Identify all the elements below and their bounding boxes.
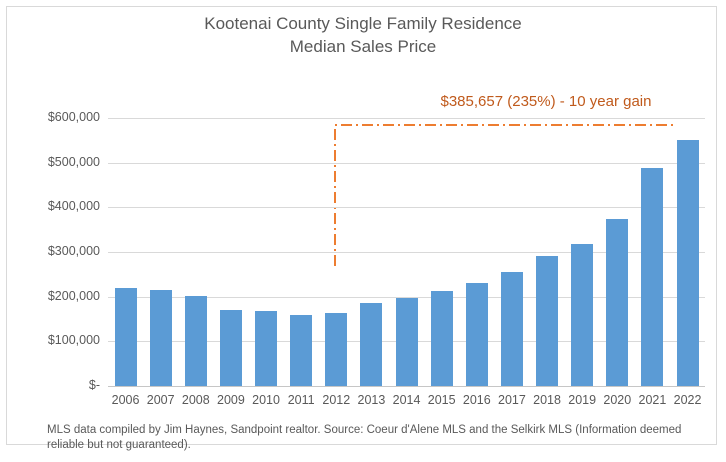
gridline-3	[108, 252, 705, 253]
bar-2006	[114, 287, 137, 386]
x-label-2007: 2007	[146, 393, 175, 407]
y-tick-label-2: $400,000	[47, 199, 100, 214]
x-label-2011: 2011	[287, 393, 315, 407]
gridline-1	[108, 162, 705, 164]
x-label-2018: 2018	[533, 393, 561, 407]
y-tick-label-6: $-	[88, 378, 100, 392]
bar-series	[108, 118, 705, 386]
bar-slot-2009	[213, 118, 248, 386]
bar-slot-2008	[178, 118, 213, 386]
bar-2012	[325, 312, 348, 386]
x-label-2019: 2019	[568, 393, 597, 407]
source-credit-text: MLS data compiled by Jim Haynes, Sandpoi…	[47, 424, 682, 451]
x-label-2022: 2022	[673, 393, 702, 407]
x-label-2006: 2006	[111, 393, 140, 407]
bar-2015	[430, 290, 453, 386]
x-axis-labels: 2006 2007 2008 2009 2010 2011 2012 2013 2014 2015…	[108, 393, 705, 407]
bar-slot-2010	[249, 118, 284, 386]
bar-2017	[500, 272, 523, 386]
bar-2021	[641, 167, 664, 386]
bar-2014	[395, 297, 418, 386]
x-label-2021: 2021	[638, 393, 667, 407]
x-label-2013: 2013	[357, 393, 386, 407]
bar-2022	[676, 140, 699, 386]
x-label-2010: 2010	[252, 393, 280, 407]
gain-annotation-label: $385,657 (235%) - 10 year gain	[440, 93, 652, 110]
bar-slot-2014	[389, 118, 424, 386]
bar-slot-2006	[108, 118, 143, 386]
bar-2008	[184, 296, 207, 386]
bar-slot-2021	[635, 118, 670, 386]
gridline-2	[108, 207, 705, 209]
y-tick-label-1: $500,000	[47, 154, 100, 169]
bar-slot-2013	[354, 118, 389, 386]
chart-title-line1: Kootenai County Single Family Residence	[204, 14, 522, 33]
bar-2013	[360, 303, 383, 386]
bar-slot-2022	[670, 118, 705, 386]
bar-slot-2020	[600, 118, 635, 386]
bar-2018	[536, 255, 559, 386]
bar-2007	[149, 290, 172, 386]
x-label-2017: 2017	[498, 393, 526, 407]
gridline-0	[108, 118, 705, 119]
x-label-2016: 2016	[462, 393, 491, 407]
x-label-2008: 2008	[181, 393, 210, 407]
x-label-2015: 2015	[427, 393, 456, 407]
bar-slot-2017	[494, 118, 529, 386]
y-axis-labels: $600,000 $500,000 $400,000 $300,000 $200,000…	[8, 110, 100, 392]
bar-2011	[290, 315, 313, 386]
bar-slot-2011	[284, 118, 319, 386]
bar-slot-2007	[143, 118, 178, 386]
bar-2009	[219, 309, 242, 386]
bar-slot-2019	[565, 118, 600, 386]
gridline-6	[108, 386, 705, 387]
bar-2016	[465, 283, 488, 386]
y-tick-label-4: $200,000	[47, 288, 100, 303]
y-tick-label-3: $300,000	[47, 244, 100, 258]
bar-slot-2018	[530, 118, 565, 386]
y-tick-label-5: $100,000	[47, 333, 100, 348]
x-label-2014: 2014	[392, 393, 421, 407]
y-tick-label-0: $600,000	[47, 110, 100, 124]
bar-slot-2012	[319, 118, 354, 386]
bar-slot-2015	[424, 118, 459, 386]
x-label-2012: 2012	[322, 393, 351, 407]
chart-border	[6, 6, 717, 445]
gridline-4	[108, 296, 705, 298]
chart-title: Kootenai County Single Family Residence …	[0, 12, 726, 58]
bar-2020	[606, 218, 629, 386]
bar-2010	[255, 310, 278, 386]
bar-2019	[571, 243, 594, 386]
x-label-2009: 2009	[217, 393, 245, 407]
chart-title-line2: Median Sales Price	[289, 37, 437, 56]
x-label-2020: 2020	[603, 393, 632, 407]
bar-slot-2016	[459, 118, 494, 386]
